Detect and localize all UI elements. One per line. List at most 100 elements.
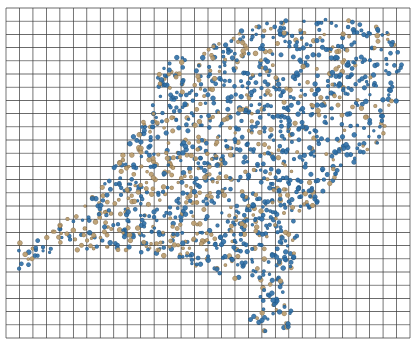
map-point-tan [309,88,314,93]
map-point-tan [322,32,326,37]
map-point-blue [320,188,326,194]
map-point-tan [214,140,220,145]
map-point-blue [314,134,319,139]
map-point-blue [223,186,227,191]
map-point-tan [201,207,207,212]
map-point-blue [257,275,262,280]
map-point-tan [256,141,261,147]
points-layer [17,17,404,334]
map-point-tan [236,39,241,44]
map-point-blue [258,72,262,77]
map-point-tan [56,234,61,240]
map-point-blue [225,219,230,224]
map-point-tan [168,238,173,244]
map-point-blue [280,148,285,153]
map-point-blue [231,244,237,250]
map-point-blue [282,256,288,262]
map-point-blue [361,85,367,91]
map-point-blue [190,261,194,266]
map-point-tan [187,170,192,174]
map-point-blue [283,39,287,44]
map-point-tan [103,220,108,225]
map-point-tan [171,242,177,248]
map-point-blue [180,82,184,87]
map-point-blue [200,55,206,61]
map-point-blue [174,54,180,61]
map-point-blue [282,304,287,309]
map-point-blue [152,152,156,156]
map-point-tan [154,120,160,126]
map-point-tan [170,224,175,229]
map-point-blue [196,161,201,166]
map-point-blue [123,162,128,167]
map-point-blue [220,211,224,215]
map-point-blue [253,80,259,85]
map-point-blue [193,68,199,74]
map-point-blue [243,107,249,112]
map-point-tan [373,103,378,108]
map-point-blue [266,317,270,321]
map-point-blue [310,52,316,58]
map-point-tan [252,50,259,57]
map-point-blue [259,243,263,247]
map-point-blue [281,77,286,82]
map-point-tan [258,58,263,63]
map-point-blue [261,272,266,277]
map-point-blue [304,125,310,131]
map-point-blue [176,125,182,131]
map-point-tan [281,161,285,166]
map-point-blue [146,152,152,158]
map-point-tan [127,164,131,169]
map-point-blue [384,56,389,61]
map-point-blue [271,138,276,142]
map-point-blue [289,33,295,39]
map-point-blue [375,62,380,67]
map-point-tan [283,229,289,235]
map-point-blue [177,108,182,114]
map-point-blue [218,235,223,240]
map-point-blue [341,86,346,91]
map-point-tan [246,95,252,101]
map-point-blue [314,38,320,44]
map-point-tan [271,188,276,192]
map-point-blue [184,122,189,127]
map-point-blue [320,38,325,43]
map-point-blue [215,189,222,196]
map-point-blue [205,161,210,165]
map-point-tan [270,63,275,68]
map-point-blue [267,112,271,117]
map-point-tan [295,150,300,155]
map-point-blue [232,51,237,56]
map-point-tan [339,112,345,118]
map-point-blue [229,55,235,61]
map-point-blue [396,68,401,73]
map-point-tan [135,189,141,195]
map-point-tan [149,191,155,197]
map-point-blue [221,54,226,59]
map-point-blue [349,87,354,93]
map-point-blue [325,137,331,143]
map-point-blue [255,109,261,114]
map-point-tan [315,107,321,114]
map-point-blue [138,249,144,255]
map-point-blue [235,58,239,63]
map-point-blue [338,163,343,168]
map-point-blue [387,87,394,94]
map-point-blue [287,182,292,186]
map-point-tan [304,200,309,204]
map-point-tan [239,189,245,194]
map-point-blue [349,42,354,47]
map-point-tan [290,238,295,242]
map-point-blue [248,317,253,322]
map-point-blue [286,108,291,113]
map-point-blue [180,190,186,196]
map-point-blue [161,245,166,250]
map-point-tan [249,119,254,124]
map-point-blue [233,216,237,220]
map-point-tan [121,231,125,235]
map-point-blue [219,78,223,82]
map-point-blue [265,102,270,108]
map-point-tan [145,201,151,207]
map-point-blue [285,321,291,327]
map-point-tan [375,38,381,44]
